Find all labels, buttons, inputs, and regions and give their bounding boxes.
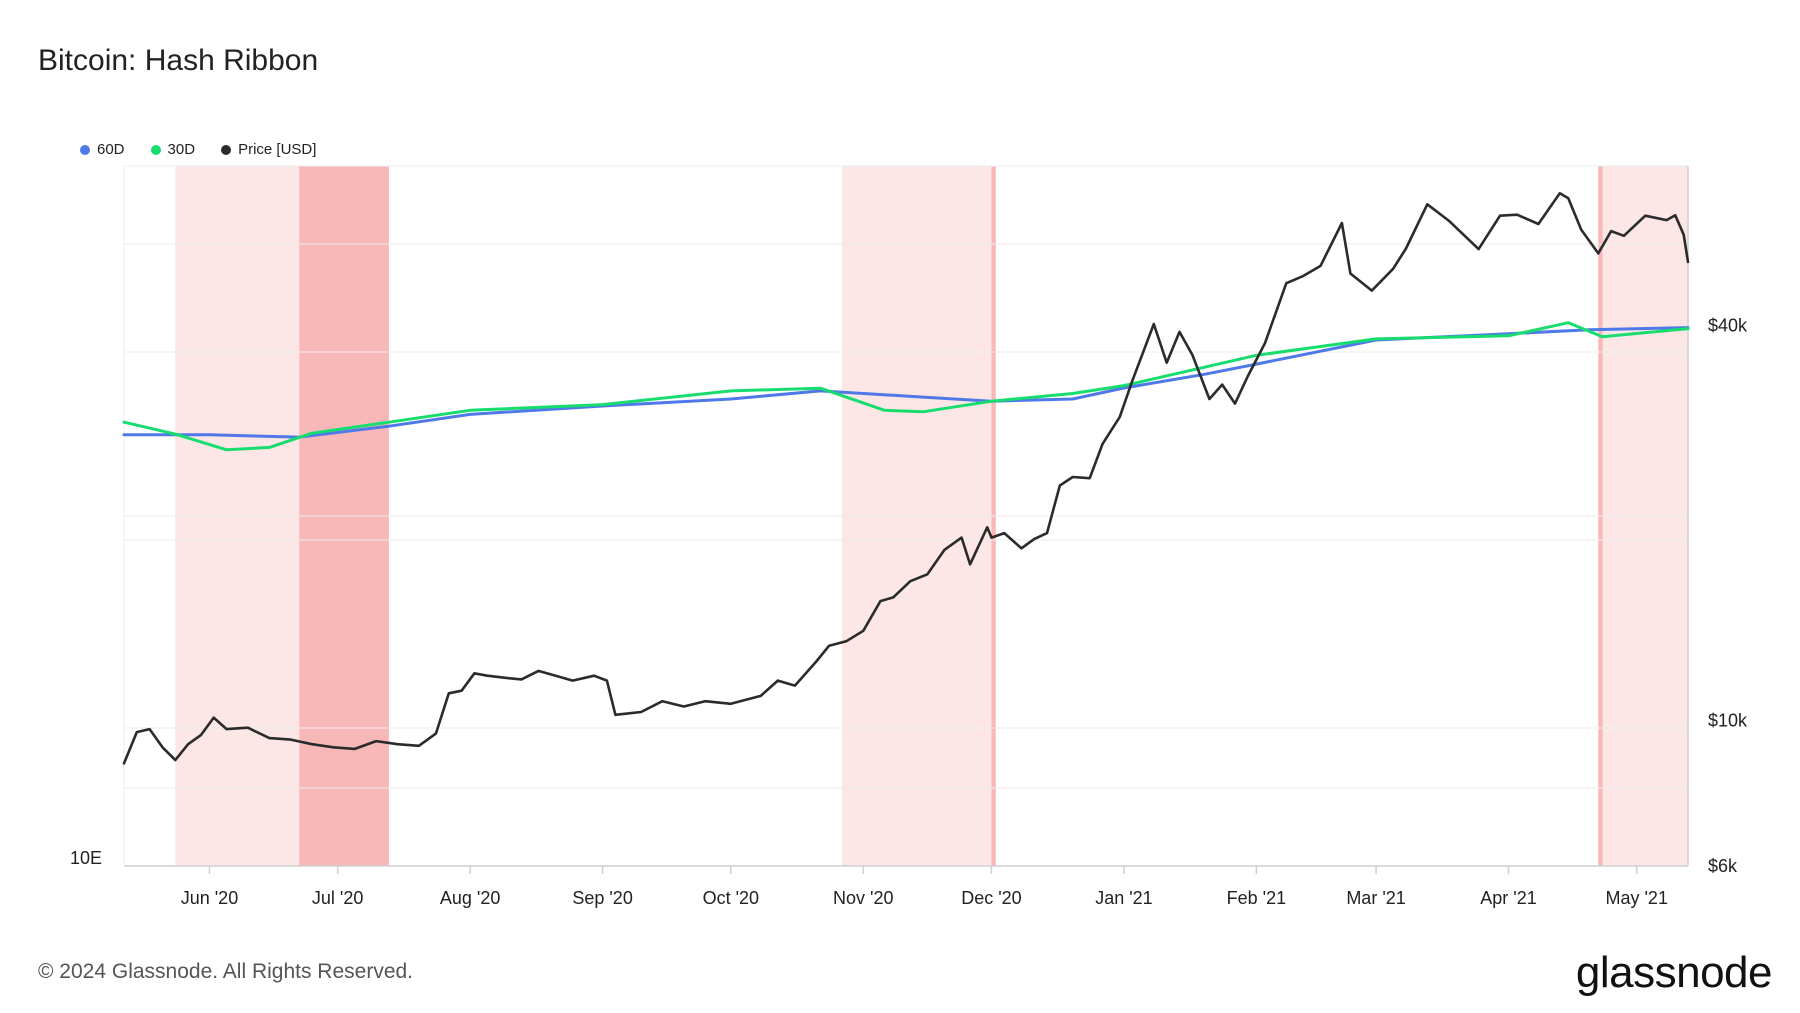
- grid-lines: [124, 165, 1688, 789]
- x-tick-label-1: Jul '20: [312, 888, 363, 908]
- x-tick-label-9: Mar '21: [1346, 888, 1405, 908]
- y-right-tick-label-1: $10k: [1708, 710, 1748, 730]
- x-tick-label-4: Oct '20: [703, 888, 759, 908]
- y-right-tick-label-2: $6k: [1708, 856, 1738, 876]
- chart-title: Bitcoin: Hash Ribbon: [38, 44, 319, 77]
- x-tick-label-6: Dec '20: [961, 888, 1021, 908]
- legend-item-price[interactable]: Price [USD]: [221, 141, 316, 158]
- x-tick-label-2: Aug '20: [440, 888, 501, 908]
- copyright-footer: © 2024 Glassnode. All Rights Reserved.: [38, 960, 414, 983]
- x-tick-label-0: Jun '20: [181, 888, 238, 908]
- legend-dot-60d: [80, 144, 90, 155]
- x-tick-label-10: Apr '21: [1480, 888, 1536, 908]
- y-left-tick-label-0: 10E: [70, 848, 102, 868]
- x-tick-label-7: Jan '21: [1095, 888, 1152, 908]
- glassnode-logo: glassnode: [1575, 948, 1773, 997]
- chart-legend: 60D 30D Price [USD]: [80, 141, 316, 158]
- x-tick-label-11: May '21: [1605, 888, 1667, 908]
- legend-label-60d: 60D: [97, 141, 125, 158]
- x-tick-label-8: Feb '21: [1227, 888, 1286, 908]
- series-lines: [122, 192, 1690, 765]
- x-tick-label-5: Nov '20: [833, 888, 893, 908]
- series-line-30d: [122, 321, 1690, 452]
- legend-dot-price: [221, 144, 232, 155]
- legend-label-price: Price [USD]: [238, 141, 317, 158]
- tick-labels: Jun '20 Jul '20 Aug '20 Sep '20 Oct '20 Nov '…: [70, 315, 1748, 908]
- legend-item-60d[interactable]: 60D: [80, 141, 125, 158]
- series-line-price-usd-: [122, 192, 1690, 765]
- axes: [123, 166, 1689, 874]
- y-right-tick-label-0: $40k: [1708, 315, 1748, 335]
- legend-dot-30d: [150, 144, 161, 155]
- legend-label-30d: 30D: [167, 141, 196, 158]
- legend-item-30d[interactable]: 30D: [150, 141, 196, 158]
- x-tick-label-3: Sep '20: [572, 888, 633, 908]
